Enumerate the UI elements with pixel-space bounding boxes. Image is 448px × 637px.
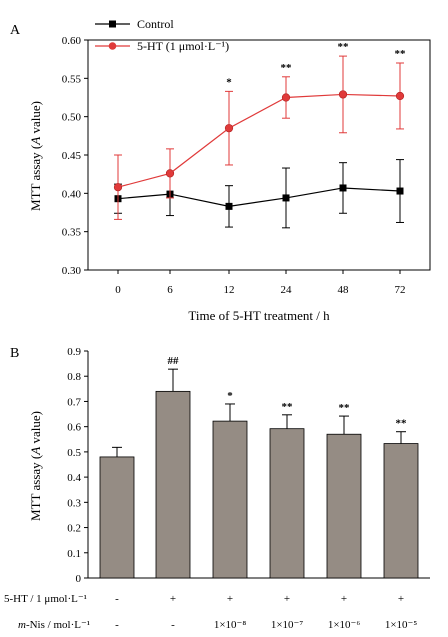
panel-b-ytick-label-5: 0.5 — [67, 447, 81, 459]
legend-marker-0 — [109, 20, 116, 28]
panel-b-label: B — [10, 346, 19, 361]
panel-a-xtick-label-5: 72 — [395, 284, 406, 296]
panel-a-point-1-0 — [113, 183, 123, 192]
panel-b-ytick-label-4: 0.4 — [67, 472, 81, 484]
panel-b-condition-0-5: + — [398, 593, 404, 605]
panel-b-ytick-label-7: 0.7 — [67, 396, 81, 408]
panel-a-series-line-0 — [117, 187, 401, 207]
panel-a-point-0-2 — [225, 202, 233, 210]
panel-a-significance-4: ** — [338, 41, 350, 53]
panel-a-xtick-label-4: 48 — [338, 284, 350, 296]
panel-a-significance-2: * — [226, 76, 232, 88]
panel-a-xlabel: Time of 5-HT treatment / h — [188, 308, 330, 323]
panel-b-condition-1-5: 1×10⁻⁵ — [385, 619, 418, 631]
panel-b-significance-1: ## — [168, 355, 180, 367]
panel-b-ytick-label-8: 0.8 — [67, 371, 81, 383]
panel-b-ylabel: MTT assay (A value) — [28, 411, 43, 521]
panel-a-ytick-label-2: 0.40 — [62, 188, 82, 200]
panel-a-legend: Control 5-HT (1 μmol·L⁻¹) — [95, 17, 229, 53]
panel-b-ytick-label-3: 0.3 — [67, 497, 81, 509]
panel-b-ytick-label-6: 0.6 — [67, 422, 81, 434]
panel-a-label: A — [10, 23, 21, 38]
panel-b-bar-2 — [212, 420, 248, 579]
panel-a-point-0-4 — [339, 184, 347, 192]
panel-b-bar-0 — [99, 456, 135, 579]
panel-b-condition-1-1: - — [171, 619, 175, 631]
panel-a-point-1-1 — [165, 169, 175, 178]
panel-b-significance-4: ** — [339, 402, 351, 414]
panel-a-xtick-label-2: 12 — [224, 284, 235, 296]
panel-a-chart: 0.300.350.400.450.500.550.600 6 12 24 48 72**… — [62, 35, 431, 296]
panel-b-ytick-label-2: 0.2 — [67, 523, 81, 535]
panel-a-point-0-5 — [396, 187, 404, 195]
condition-label-mnis: m-Nis / mol·L⁻¹ — [18, 619, 90, 631]
panel-a-ytick-label-3: 0.45 — [62, 150, 82, 162]
panel-b-condition-1-2: 1×10⁻⁸ — [214, 619, 247, 631]
panel-a-xtick-label-1: 6 — [167, 284, 173, 296]
panel-a-ytick-label-6: 0.60 — [62, 35, 82, 47]
panel-b-condition-0-0: - — [115, 593, 119, 605]
panel-b-condition-0-1: + — [170, 593, 176, 605]
panel-a-significance-5: ** — [395, 48, 407, 60]
panel-a-xtick-label-3: 24 — [281, 284, 293, 296]
panel-b-condition-0-2: + — [227, 593, 233, 605]
panel-b-bar-5 — [383, 443, 419, 579]
panel-b-bar-4 — [326, 433, 362, 579]
panel-a-point-0-3 — [282, 194, 290, 202]
panel-a-point-1-3 — [281, 93, 291, 102]
panel-a-xtick-label-0: 0 — [115, 284, 121, 296]
panel-b-condition-0-4: + — [341, 593, 347, 605]
panel-a-ytick-label-0: 0.30 — [62, 265, 82, 277]
legend-label-1: 5-HT (1 μmol·L⁻¹) — [137, 39, 229, 53]
panel-a-ytick-label-5: 0.55 — [62, 73, 82, 85]
condition-label-5ht: 5-HT / 1 μmol·L⁻¹ — [4, 593, 87, 605]
panel-b-significance-5: ** — [396, 418, 408, 430]
panel-b-condition-1-0: - — [115, 619, 119, 631]
panel-a-significance-3: ** — [281, 62, 293, 74]
panel-b-ytick-label-9: 0.9 — [67, 346, 81, 358]
panel-b-condition-0-3: + — [284, 593, 290, 605]
panel-a-ylabel: MTT assay (A value) — [28, 101, 43, 211]
panel-a-point-1-4 — [338, 90, 348, 99]
panel-a-series-line-1 — [117, 93, 401, 188]
panel-a-point-1-2 — [224, 124, 234, 133]
legend-label-0: Control — [137, 17, 174, 31]
panel-b-chart: 00.10.20.30.40.50.60.70.80.9##*** ****- + +… — [67, 346, 430, 631]
legend-marker-1 — [108, 42, 117, 50]
panel-a-plot-frame — [87, 39, 431, 271]
panel-a-point-1-5 — [395, 91, 405, 101]
panel-b-ytick-label-1: 0.1 — [67, 548, 81, 560]
panel-b-bar-3 — [269, 428, 305, 579]
panel-b-condition-1-3: 1×10⁻⁷ — [271, 619, 304, 631]
panel-b-significance-2: * — [227, 390, 233, 402]
panel-a-ytick-label-4: 0.50 — [62, 112, 82, 124]
panel-b-ytick-label-0: 0 — [76, 573, 82, 585]
panel-a-ytick-label-1: 0.35 — [62, 227, 82, 239]
panel-b-condition-1-4: 1×10⁻⁶ — [328, 619, 361, 631]
panel-b-significance-3: ** — [282, 401, 294, 413]
panel-b-bar-1 — [155, 390, 191, 579]
